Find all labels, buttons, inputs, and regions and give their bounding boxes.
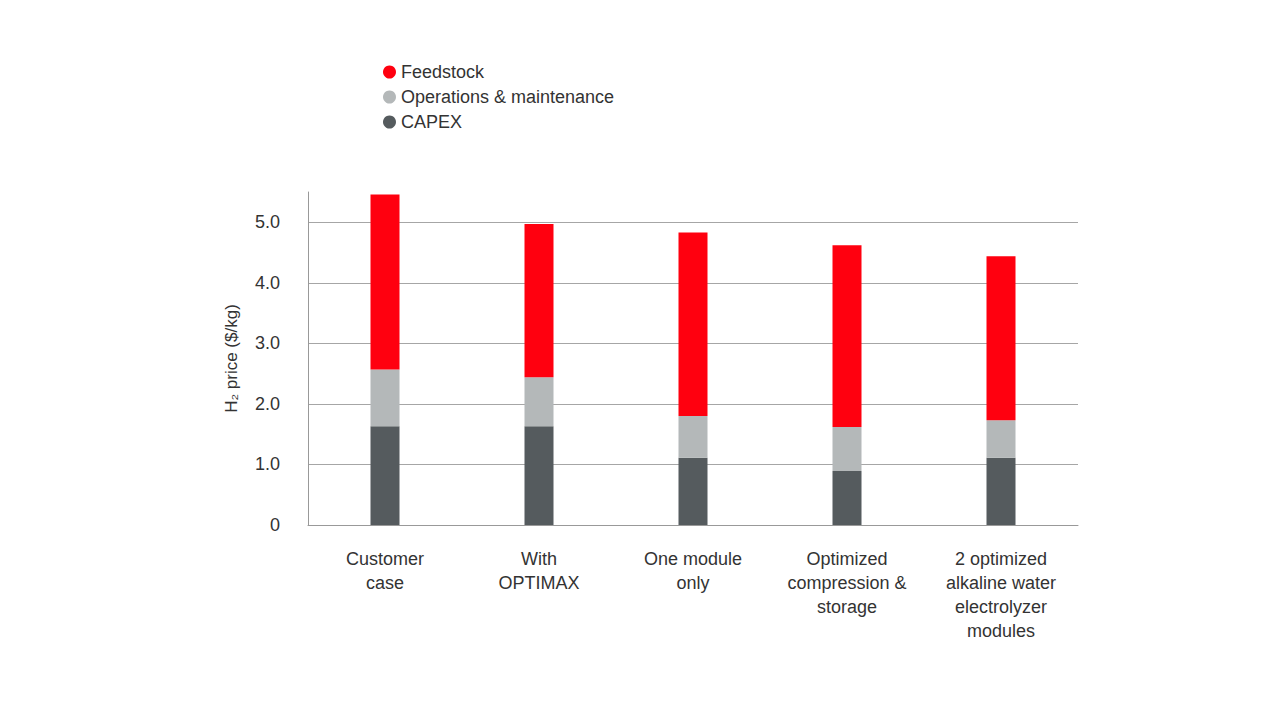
- svg-text:Customer: Customer: [346, 549, 424, 569]
- svg-text:2.0: 2.0: [255, 394, 280, 414]
- svg-text:2 optimized: 2 optimized: [955, 549, 1047, 569]
- svg-text:alkaline water: alkaline water: [946, 573, 1056, 593]
- svg-text:storage: storage: [817, 597, 877, 617]
- svg-text:H₂ price ($/kg): H₂ price ($/kg): [222, 304, 241, 413]
- svg-text:OPTIMAX: OPTIMAX: [498, 573, 579, 593]
- svg-text:case: case: [366, 573, 404, 593]
- svg-text:compression &: compression &: [787, 573, 906, 593]
- svg-text:One module: One module: [644, 549, 742, 569]
- svg-text:Feedstock: Feedstock: [401, 62, 485, 82]
- svg-text:modules: modules: [967, 621, 1035, 641]
- svg-text:0: 0: [270, 515, 280, 535]
- svg-text:5.0: 5.0: [255, 212, 280, 232]
- svg-text:With: With: [521, 549, 557, 569]
- svg-text:Optimized: Optimized: [806, 549, 887, 569]
- svg-text:1.0: 1.0: [255, 454, 280, 474]
- svg-text:electrolyzer: electrolyzer: [955, 597, 1047, 617]
- svg-text:only: only: [676, 573, 709, 593]
- svg-text:Operations & maintenance: Operations & maintenance: [401, 87, 614, 107]
- svg-text:3.0: 3.0: [255, 333, 280, 353]
- svg-text:CAPEX: CAPEX: [401, 112, 462, 132]
- svg-text:4.0: 4.0: [255, 273, 280, 293]
